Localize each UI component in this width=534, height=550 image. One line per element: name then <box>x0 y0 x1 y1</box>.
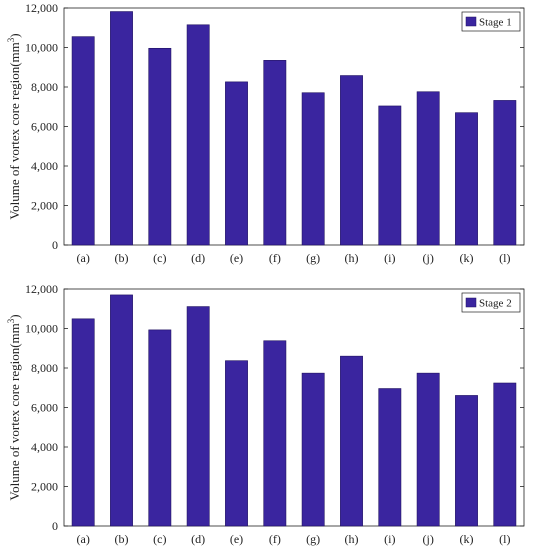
legend-swatch <box>465 297 477 308</box>
x-tick-label: (j) <box>423 532 434 546</box>
bar-4 <box>186 24 210 246</box>
x-tick-label: (l) <box>499 251 510 265</box>
x-tick-label: (c) <box>153 251 166 265</box>
legend-swatch <box>465 16 477 27</box>
x-tick-label: (b) <box>115 532 129 546</box>
bar-3 <box>148 329 172 527</box>
bar-6 <box>263 60 287 246</box>
y-tick-label: 6,000 <box>31 401 58 415</box>
bar-10 <box>416 372 440 527</box>
y-axis-label-sup: 3 <box>6 318 16 323</box>
y-tick-label: 2,000 <box>31 199 58 213</box>
bar-7 <box>301 372 325 527</box>
x-tick-label: (a) <box>77 251 90 265</box>
x-tick-label: (g) <box>306 251 320 265</box>
y-tick-label: 4,000 <box>31 159 58 173</box>
chart-panel-2: 0 2,000 4,000 6,000 8,000 10,000 12,000 (a) (b) (… <box>6 282 525 546</box>
bar-9 <box>378 105 402 246</box>
bar-7 <box>301 92 325 246</box>
y-tick-label: 4,000 <box>31 440 58 454</box>
y-tick-label: 8,000 <box>31 361 58 375</box>
bar-2 <box>110 11 133 246</box>
legend: Stage 2 <box>461 292 521 313</box>
x-tick-label: (l) <box>499 532 510 546</box>
bar-5 <box>225 81 248 246</box>
legend-box <box>461 11 521 32</box>
y-axis-label: Volume of vortex core region(mm3) <box>6 314 22 500</box>
x-tick-label: (i) <box>384 532 395 546</box>
y-tick-label: 0 <box>52 238 58 252</box>
y-tick-label: 12,000 <box>25 1 58 15</box>
bar-9 <box>378 388 402 527</box>
bar-5 <box>225 360 248 527</box>
x-tick-label: (h) <box>345 532 359 546</box>
bar-12 <box>493 382 517 527</box>
x-tick-label: (h) <box>345 251 359 265</box>
y-axis-label-sup: 3 <box>6 37 16 42</box>
bar-8 <box>340 355 363 527</box>
y-tick-label: 2,000 <box>31 480 58 494</box>
legend-label: Stage 2 <box>479 298 512 310</box>
y-tick-label: 0 <box>52 519 58 533</box>
x-tick-label: (k) <box>460 532 474 546</box>
x-tick-label: (i) <box>384 251 395 265</box>
x-tick-label: (f) <box>269 532 281 546</box>
y-axis-label-text: Volume of vortex core region(mm <box>7 42 22 219</box>
x-tick-label: (d) <box>191 251 205 265</box>
x-tick-label: (b) <box>115 251 129 265</box>
bar-2 <box>110 294 133 527</box>
x-tick-label: (g) <box>306 532 320 546</box>
bar-10 <box>416 91 440 246</box>
x-tick-label: (f) <box>269 251 281 265</box>
y-tick-label: 6,000 <box>31 120 58 134</box>
x-tick-label: (d) <box>191 532 205 546</box>
y-axis-label-close: ) <box>7 314 22 318</box>
x-tick-label: (c) <box>153 532 166 546</box>
bar-11 <box>455 395 478 527</box>
bar-1 <box>71 36 95 246</box>
y-tick-label: 8,000 <box>31 80 58 94</box>
chart-panel-1: 0 2,000 4,000 6,000 8,000 10,000 12,000 (a) (b) (… <box>6 1 525 265</box>
x-tick-label: (a) <box>77 532 90 546</box>
x-tick-label: (k) <box>460 251 474 265</box>
x-tick-label: (j) <box>423 251 434 265</box>
plot-frame <box>63 7 525 246</box>
plot-frame <box>63 288 525 527</box>
bar-11 <box>455 112 478 246</box>
y-tick-label: 10,000 <box>25 322 58 336</box>
bar-12 <box>493 100 517 246</box>
bar-1 <box>71 318 95 527</box>
bar-8 <box>340 75 363 246</box>
legend-box <box>461 292 521 313</box>
legend-label: Stage 1 <box>479 17 512 29</box>
y-axis-label-close: ) <box>7 33 22 37</box>
bar-3 <box>148 47 172 246</box>
legend: Stage 1 <box>461 11 521 32</box>
bar-6 <box>263 340 287 527</box>
x-tick-label: (e) <box>230 532 243 546</box>
y-axis-label: Volume of vortex core region(mm3) <box>6 33 22 219</box>
y-axis-label-text: Volume of vortex core region(mm <box>7 323 22 500</box>
y-tick-label: 12,000 <box>25 282 58 296</box>
x-tick-label: (e) <box>230 251 243 265</box>
y-tick-label: 10,000 <box>25 41 58 55</box>
bar-4 <box>186 306 210 527</box>
